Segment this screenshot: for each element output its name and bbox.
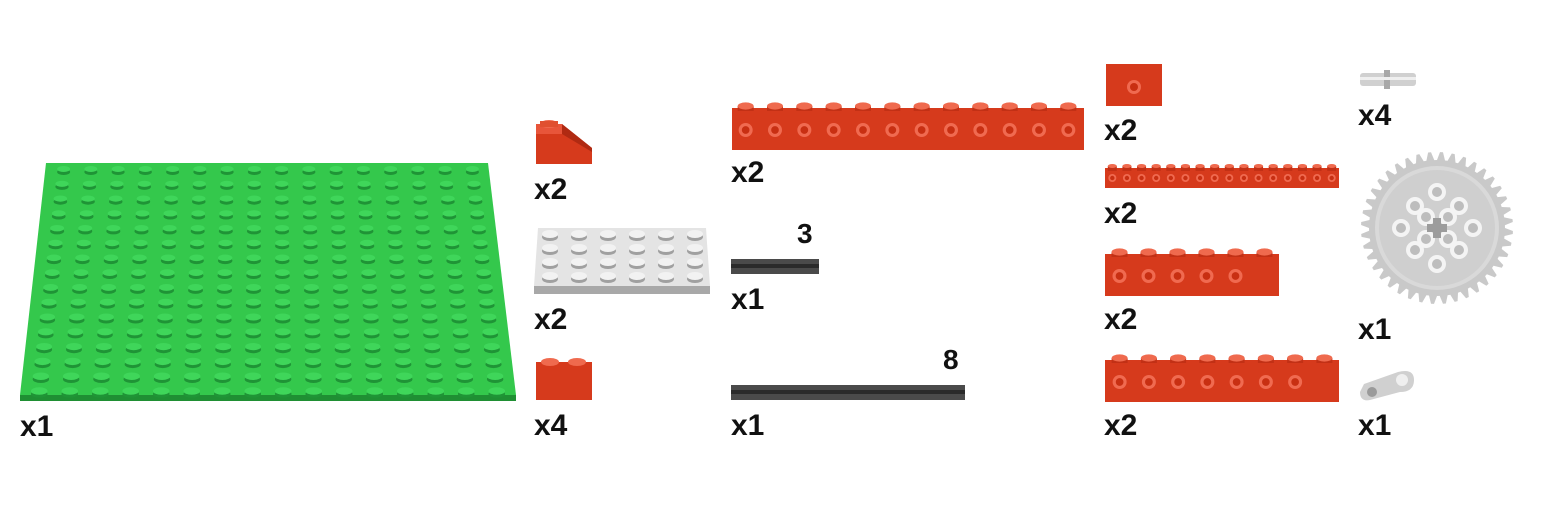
qty-technic-brick-1x2: x2	[1104, 114, 1138, 147]
red-technic-brick-1x8-icon	[1105, 354, 1339, 402]
qty-technic-brick-1x6: x2	[1104, 303, 1138, 336]
qty-crank: x1	[1358, 409, 1392, 442]
qty-technic-plate-16: x2	[1104, 197, 1138, 230]
qty-technic-beam-12: x2	[731, 156, 765, 189]
gear-40-tooth-icon	[1361, 152, 1513, 304]
qty-axle-3: x1	[731, 283, 765, 316]
axle-3-length-label: 3	[797, 218, 813, 249]
red-technic-plate-1x16-icon	[1105, 163, 1339, 188]
qty-red-brick: x4	[534, 409, 568, 442]
qty-gear-40: x1	[1358, 313, 1392, 346]
red-technic-brick-1x2-icon	[1106, 64, 1162, 106]
qty-pin: x4	[1358, 99, 1392, 132]
axle-8-length-label: 8	[943, 344, 959, 375]
qty-gray-plate: x2	[534, 303, 568, 336]
gray-plate-icon	[534, 228, 710, 294]
green-baseplate-icon	[20, 163, 516, 401]
red-brick-1x2-icon	[536, 358, 592, 400]
qty-red-slope: x2	[534, 173, 568, 206]
red-technic-brick-1x6-icon	[1105, 248, 1279, 296]
connector-pin-icon	[1360, 70, 1416, 89]
red-slope-icon	[536, 120, 592, 164]
axle-3-icon	[731, 259, 819, 274]
crank-icon	[1360, 371, 1414, 401]
qty-axle-8: x1	[731, 409, 765, 442]
qty-technic-brick-1x8: x2	[1104, 409, 1138, 442]
red-technic-brick-1x12-icon	[732, 102, 1084, 150]
axle-8-icon	[731, 385, 965, 400]
qty-green-plate: x1	[20, 410, 54, 443]
